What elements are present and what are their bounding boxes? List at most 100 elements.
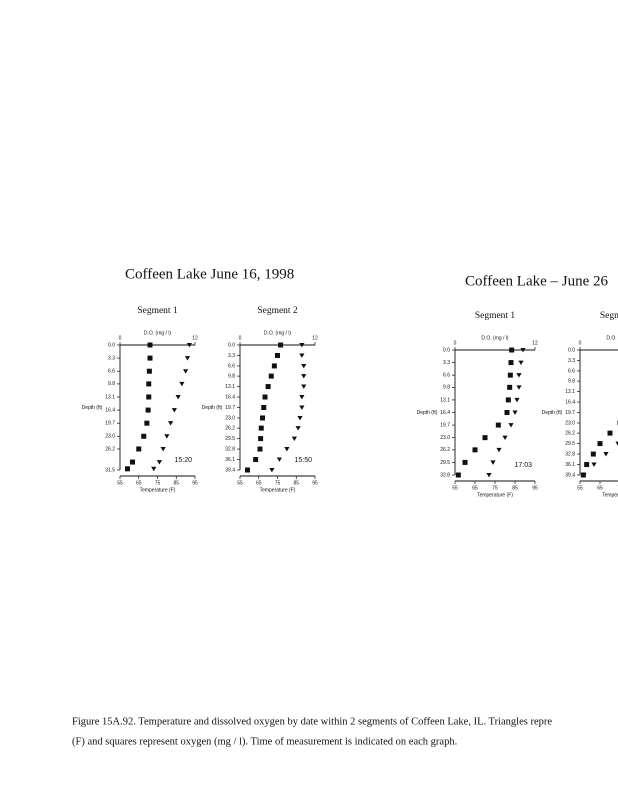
tick-label: 3.3 [108,355,115,361]
oxygen-square [584,462,590,468]
temperature-triangle [516,373,522,378]
temperature-triangle [512,410,518,415]
axis-label: Temperature (F) [260,487,296,493]
temperature-triangle [603,452,609,457]
tick-label: 29.5 [565,441,575,447]
segment-label: Segment 1 [137,306,178,316]
temperature-triangle [301,374,307,379]
tick-label: 55 [577,485,583,491]
tick-label: 55 [452,485,458,491]
tick-label: 29.5 [440,460,450,466]
tick-label: 9.8 [108,381,115,387]
tick-label: 19.7 [105,421,115,427]
tick-label: 75 [275,480,281,486]
oxygen-square [580,472,586,478]
tick-label: 55 [117,480,123,486]
tick-label: 39.4 [225,467,235,473]
tick-label: 6.6 [568,368,575,374]
oxygen-square [262,394,268,400]
time-label: 15:50 [294,457,312,464]
oxygen-square [141,433,147,439]
oxygen-square [504,410,510,415]
tick-label: 85 [512,485,518,491]
temperature-triangle [175,394,181,400]
figure-title: Coffeen Lake June 16, 1998 [125,266,294,282]
oxygen-square [130,459,135,465]
oxygen-square [257,446,263,452]
tick-label: 65 [256,480,262,486]
axis-label: Temperature (F) [140,487,176,493]
oxygen-square [507,384,513,390]
tick-label: 95 [312,480,318,486]
oxygen-square [271,363,277,369]
tick-label: 36.1 [225,457,235,463]
tick-label: 9.8 [228,373,235,379]
axis-label: Depth (ft) [202,405,223,411]
tick-label: 0.0 [443,347,450,353]
temperature-triangle [299,343,305,348]
temperature-triangle [299,405,305,410]
oxygen-square [590,451,596,457]
temperature-triangle [168,421,174,426]
axis-label: Depth (ft) [542,410,563,416]
tick-label: 75 [155,480,161,486]
oxygen-square [125,466,130,472]
tick-label: 0.0 [568,347,575,353]
oxygen-square [253,457,259,463]
tick-label: 26.2 [440,447,450,453]
tick-label: 6.6 [108,369,115,375]
oxygen-square [144,420,150,426]
tick-label: 65 [597,485,603,491]
oxygen-square [147,355,153,361]
oxygen-square [146,381,152,387]
time-label: 17:03 [514,462,532,469]
tick-label: 16.4 [105,407,115,413]
tick-label: 12 [192,335,198,341]
tick-label: 9.8 [443,385,450,391]
tick-label: 16.4 [225,394,235,400]
temperature-triangle [295,426,301,431]
tick-label: 3.3 [228,353,235,359]
axis-label: D.O. (mg / l) [481,335,509,341]
temperature-triangle [490,460,496,465]
temperature-triangle [301,384,307,389]
oxygen-square [508,360,514,366]
tick-label: 0.0 [108,342,115,348]
tick-label: 32.8 [440,472,450,478]
tick-label: 55 [237,480,243,486]
segment-label: Segment 1 [475,311,516,321]
tick-label: 19.7 [440,422,450,428]
axis-label: Temperature (F) [477,492,513,498]
temperature-triangle [183,369,189,374]
oxygen-square [146,368,152,374]
tick-label: 9.8 [568,378,575,384]
axis-label: Depth (ft) [417,410,438,416]
temperature-triangle [160,446,166,452]
tick-label: 0 [454,340,457,346]
segment-label: Segment 2 [257,306,298,316]
axis-label: D.O. (mg / l) [144,330,172,336]
tick-label: 12 [532,340,538,346]
tick-label: 75 [492,485,498,491]
tick-label: 95 [192,480,198,486]
oxygen-square [265,384,271,390]
oxygen-square [145,407,151,413]
temperature-triangle [184,356,191,361]
tick-label: 29.5 [225,436,235,442]
temperature-triangle [508,423,514,428]
tick-label: 26.2 [225,425,235,431]
oxygen-square [245,467,250,473]
oxygen-square [278,342,284,348]
tick-label: 3.3 [568,358,575,364]
tick-label: 0 [119,335,122,341]
tick-label: 12 [312,335,318,341]
oxygen-square [472,447,478,453]
temperature-triangle [186,343,192,348]
time-label: 15:20 [174,457,192,464]
temperature-triangle [164,434,170,439]
oxygen-square [462,459,468,465]
oxygen-square [597,441,603,447]
axis-label: D.O. (mg / l) [264,330,292,336]
tick-label: 13.1 [565,389,575,395]
tick-label: 13.1 [225,384,235,390]
